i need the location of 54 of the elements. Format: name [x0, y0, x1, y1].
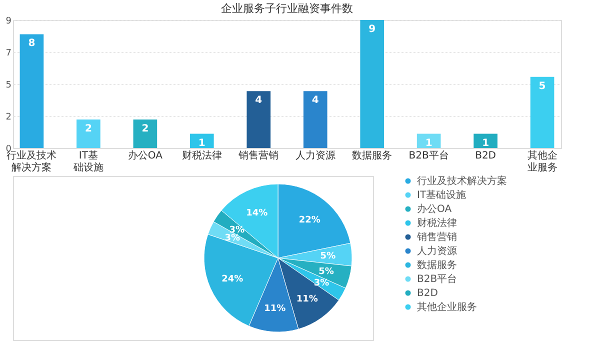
y-tick-label: 7	[6, 48, 12, 58]
data-label: 5%	[320, 252, 336, 262]
bar	[416, 134, 441, 148]
data-label: 14%	[246, 208, 268, 219]
y-tick-label: 9	[6, 16, 12, 26]
legend-label: IT基础设施	[417, 189, 466, 201]
data-label: 5	[538, 80, 546, 92]
data-label: 22%	[298, 215, 320, 226]
legend-label: 其他企业服务	[417, 301, 477, 313]
data-label: 3%	[224, 234, 240, 244]
data-label: 4	[312, 95, 319, 106]
data-label: 9	[368, 24, 376, 35]
bar	[190, 134, 214, 148]
x-tick-label: IT基础设施	[72, 150, 104, 174]
data-label: 11%	[264, 304, 286, 314]
data-label: 1	[425, 138, 432, 149]
legend-label: 办公OA	[417, 203, 452, 215]
legend-label: 数据服务	[417, 259, 457, 271]
data-label: 8	[28, 38, 36, 50]
data-label: 1	[482, 138, 490, 149]
data-label: 2	[142, 124, 149, 135]
data-label: 11%	[296, 294, 318, 305]
y-tick-label: 2	[6, 112, 12, 122]
data-label: 1	[198, 138, 206, 149]
x-tick-label: 销售营销	[238, 150, 279, 162]
data-label: 5%	[318, 267, 334, 278]
bar	[20, 34, 44, 148]
legend-label: B2D	[417, 288, 438, 299]
x-tick-label: B2D	[475, 150, 496, 162]
legend-label: 财税法律	[417, 217, 457, 229]
data-label: 4	[255, 95, 262, 106]
bar	[303, 91, 328, 148]
legend-label: 人力资源	[417, 245, 457, 257]
x-tick-label: 财税法律	[182, 150, 222, 162]
chart-title: 企业服务子行业融资事件数	[221, 2, 353, 15]
bar	[133, 120, 158, 148]
x-tick-label: 数据服务	[352, 150, 392, 162]
legend-label: 销售营销	[416, 231, 457, 243]
legend-label: 行业及技术解决方案	[417, 175, 507, 187]
x-tick-label: 办公OA	[128, 150, 163, 162]
bar	[360, 20, 384, 148]
data-label: 24%	[222, 274, 244, 284]
bar	[246, 91, 271, 148]
x-tick-label: 其他企业服务	[527, 150, 558, 174]
bar	[530, 76, 554, 148]
legend-label: B2B平台	[417, 273, 458, 285]
data-label: 3%	[314, 278, 330, 289]
bar	[474, 134, 498, 148]
x-tick-label: 行业及技术解决方案	[6, 150, 57, 174]
x-tick-label: B2B平台	[408, 150, 449, 162]
data-label: 2	[84, 124, 92, 135]
bar	[76, 120, 100, 148]
x-tick-label: 人力资源	[295, 150, 336, 162]
y-tick-label: 5	[6, 80, 12, 90]
